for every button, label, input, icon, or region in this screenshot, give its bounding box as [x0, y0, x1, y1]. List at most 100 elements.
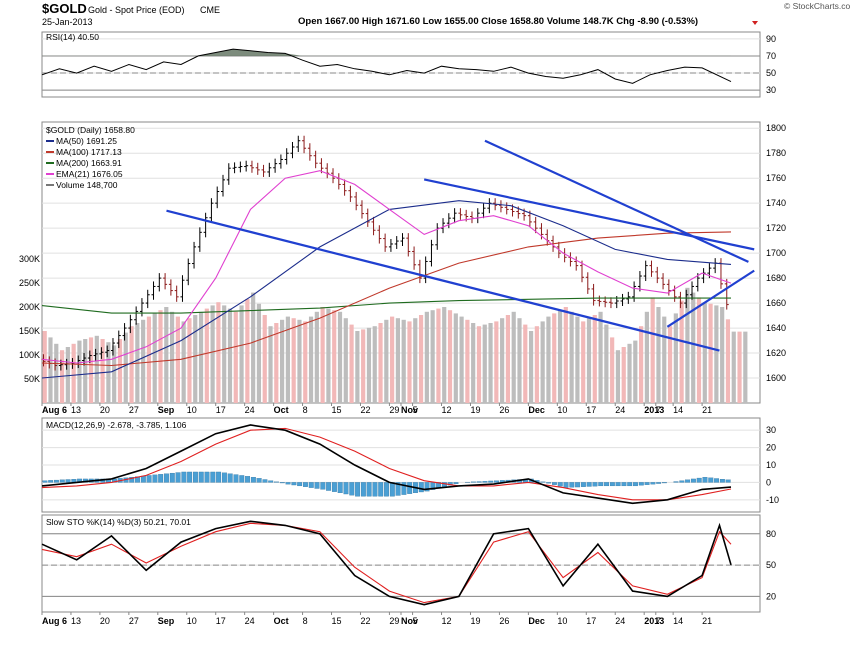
date-tick-label: 15	[332, 616, 342, 626]
macd-tick-label: 10	[766, 460, 776, 470]
macd-histogram-bar	[476, 481, 482, 483]
volume-bar	[378, 323, 383, 403]
volume-bar	[615, 350, 621, 403]
price-tick-label: 1780	[766, 148, 786, 158]
macd-histogram-bar	[470, 481, 476, 483]
volume-bar	[146, 316, 152, 403]
trendline	[423, 178, 755, 251]
ma50-line	[41, 200, 732, 379]
volume-bar	[523, 324, 528, 403]
macd-histogram-bar	[702, 477, 708, 483]
volume-bar	[662, 316, 667, 403]
macd-histogram-bar	[401, 482, 407, 495]
date-tick-label: 20	[100, 616, 110, 626]
date-tick-label: Dec	[528, 405, 545, 415]
date-tick-label: Oct	[274, 616, 289, 626]
macd-histogram-bar	[164, 473, 169, 483]
date-tick-label: 20	[100, 405, 110, 415]
date-tick-label: 19	[470, 616, 480, 626]
date-tick-label: 29	[389, 405, 399, 415]
date-tick-label: Nov	[401, 616, 418, 626]
macd-histogram-bar	[696, 477, 702, 483]
volume-bar	[407, 321, 412, 403]
macd-histogram-bar	[366, 482, 372, 497]
date-tick-label: Aug 6	[42, 405, 67, 415]
volume-bar	[303, 321, 308, 403]
macd-histogram-bar	[592, 482, 598, 487]
price-tick-label: 1640	[766, 323, 786, 333]
macd-histogram-bar	[557, 482, 563, 487]
price-tick-label: 1600	[766, 373, 786, 383]
volume-bar	[361, 329, 366, 403]
volume-bar	[667, 326, 673, 403]
date-tick-label: 22	[360, 616, 370, 626]
date-tick-label: 27	[129, 616, 139, 626]
macd-histogram-bar	[239, 475, 245, 483]
macd-histogram-bar	[621, 482, 627, 487]
sto-k-line	[41, 520, 732, 606]
sto-tick-label: 80	[766, 529, 776, 539]
volume-bar	[71, 343, 76, 403]
volume-bar	[528, 331, 534, 403]
macd-histogram-bar	[245, 476, 251, 483]
volume-bar	[355, 331, 360, 403]
ma200-legend: MA(200) 1663.91	[56, 158, 122, 168]
volume-bar	[204, 308, 209, 403]
date-tick-label: 26	[499, 405, 509, 415]
date-tick-label: 24	[245, 405, 255, 415]
volume-bar	[337, 311, 343, 403]
volume-bar	[442, 307, 447, 403]
volume-bar	[291, 318, 296, 403]
volume-bar	[639, 326, 644, 403]
trendline	[666, 269, 755, 328]
volume-bar	[511, 311, 516, 403]
volume-bar	[627, 343, 632, 403]
macd-histogram-bar	[250, 477, 256, 483]
macd-histogram-bar	[708, 477, 714, 483]
macd-histogram-bar	[187, 471, 193, 483]
ema21-line	[41, 170, 732, 364]
macd-histogram-bar	[644, 482, 650, 485]
date-tick-label: 14	[673, 616, 683, 626]
ma200-line	[41, 297, 731, 314]
rsi-label: RSI(14) 40.50	[46, 32, 99, 42]
sto-tick-label: 20	[766, 591, 776, 601]
macd-histogram-bar	[690, 478, 696, 483]
macd-histogram-bar	[418, 482, 424, 493]
macd-histogram-bar	[384, 482, 389, 497]
macd-histogram-bar	[563, 482, 569, 488]
date-tick-label: 10	[557, 405, 567, 415]
price-tick-label: 1740	[766, 198, 786, 208]
macd-histogram-bar	[297, 482, 303, 487]
volume-bar	[308, 316, 314, 403]
rsi-tick-label: 50	[766, 68, 776, 78]
volume-bar	[262, 315, 267, 403]
macd-histogram-bar	[111, 478, 117, 483]
volume-bar	[251, 292, 256, 403]
date-tick-label: 17	[216, 405, 226, 415]
volume-bar	[227, 308, 233, 403]
exchange-text: CME	[200, 5, 220, 15]
rsi-tick-label: 90	[766, 34, 776, 44]
date-tick-label: Sep	[158, 616, 175, 626]
date-tick-label: 10	[187, 616, 197, 626]
volume-bar	[720, 307, 725, 403]
macd-line	[41, 424, 732, 505]
macd-panel: -10 0 10 20 30 MACD(12,26,9) -2.678, -3.785, …	[41, 417, 779, 513]
volume-bar	[563, 307, 568, 403]
volume-bar	[285, 316, 290, 403]
macd-histogram-bar	[262, 479, 268, 483]
date-tick-label: 24	[615, 405, 625, 415]
volume-bar	[459, 316, 464, 403]
date-tick-label: 14	[673, 405, 683, 415]
volume-bar	[349, 324, 354, 403]
macd-histogram-bar	[59, 479, 65, 483]
volume-bar	[390, 316, 395, 403]
price-tick-label: 1720	[766, 223, 786, 233]
volume-bar	[210, 305, 215, 403]
macd-histogram-bar	[256, 478, 262, 483]
macd-histogram-bar	[662, 482, 667, 484]
